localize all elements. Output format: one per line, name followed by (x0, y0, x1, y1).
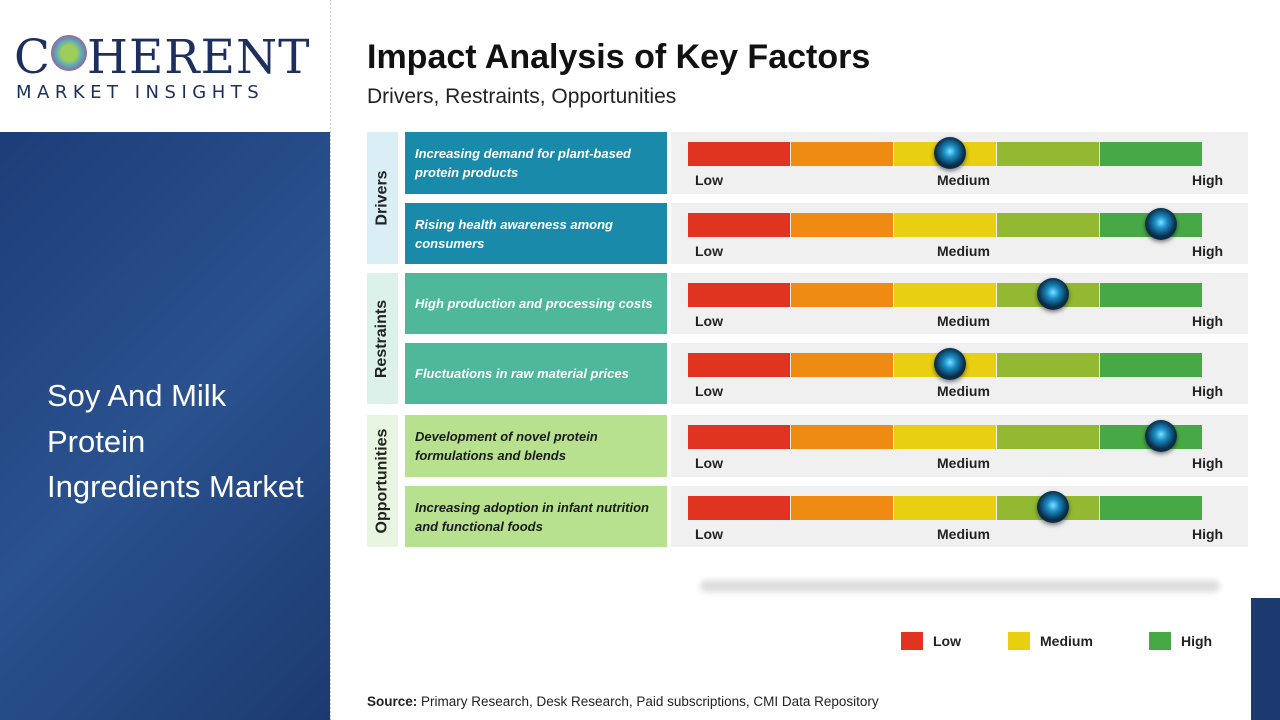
meter-segment (997, 353, 1099, 377)
impact-indicator-knob (1144, 420, 1177, 452)
scale-label-medium: Medium (937, 172, 990, 188)
decorative-shadow (700, 580, 1220, 592)
meter-segment (791, 496, 893, 520)
impact-indicator-knob (934, 348, 967, 380)
factor-label: Fluctuations in raw material prices (405, 343, 667, 404)
logo: C HERENT MARKET INSIGHTS (0, 0, 330, 132)
impact-meter: Low Medium High (671, 343, 1248, 404)
meter-segment (997, 142, 1099, 166)
legend-swatch-low (901, 632, 923, 650)
meter-segment (791, 425, 893, 449)
meter-segment (894, 283, 996, 307)
category-drivers: Drivers (367, 132, 398, 264)
category-label: Drivers (373, 170, 391, 226)
category-restraints: Restraints (367, 273, 398, 404)
scale-label-low: Low (695, 243, 723, 259)
logo-tagline: MARKET INSIGHTS (16, 82, 265, 103)
market-panel (0, 132, 330, 720)
meter-segment (997, 213, 1099, 237)
legend-label: High (1181, 633, 1213, 649)
meter-segment (791, 142, 893, 166)
meter-segment (688, 283, 790, 307)
factor-label: Increasing adoption in infant nutrition … (405, 486, 667, 547)
scale-label-medium: Medium (937, 383, 990, 399)
meter-segment (997, 425, 1099, 449)
scale-label-low: Low (695, 313, 723, 329)
meter-segment (688, 496, 790, 520)
impact-indicator-knob (1144, 208, 1177, 240)
impact-meter: Low Medium High (671, 273, 1248, 334)
impact-meter: Low Medium High (671, 486, 1248, 547)
legend-swatch-medium (1008, 632, 1030, 650)
meter-segment (791, 353, 893, 377)
scale-label-low: Low (695, 172, 723, 188)
scale-label-low: Low (695, 455, 723, 471)
source-label: Source: (367, 694, 418, 709)
logo-wordmark: C HERENT (14, 30, 311, 85)
legend-medium: Medium (1008, 632, 1093, 650)
factor-label: High production and processing costs (405, 273, 667, 334)
legend-low: Low (901, 632, 961, 650)
market-name: Soy And Milk Protein Ingredients Market (47, 378, 304, 504)
page-title: Impact Analysis of Key Factors (367, 38, 871, 76)
scale-label-medium: Medium (937, 455, 990, 471)
meter-segment (1100, 496, 1202, 520)
source-text: Primary Research, Desk Research, Paid su… (417, 694, 879, 709)
scale-label-high: High (1192, 313, 1224, 329)
globe-icon (50, 35, 87, 71)
meter-segment (688, 353, 790, 377)
scale-label-high: High (1192, 526, 1224, 542)
impact-indicator-knob (934, 137, 967, 169)
scale-label-high: High (1192, 172, 1224, 188)
legend-high: High (1149, 632, 1212, 650)
meter-segment (1100, 283, 1202, 307)
corner-accent (1251, 598, 1280, 720)
meter-segment (1100, 353, 1202, 377)
meter-segment (688, 213, 790, 237)
meter-segment (894, 213, 996, 237)
scale-label-high: High (1192, 243, 1224, 259)
scale-label-high: High (1192, 455, 1224, 471)
meter-segment (688, 142, 790, 166)
factor-label: Increasing demand for plant-based protei… (405, 132, 667, 194)
legend-label: Low (933, 633, 961, 649)
legend-label: Medium (1040, 633, 1093, 649)
scale-label-medium: Medium (937, 243, 990, 259)
factor-label: Development of novel protein formulation… (405, 415, 667, 477)
meter-segment (894, 425, 996, 449)
impact-meter: Low Medium High (671, 132, 1248, 194)
impact-indicator-knob (1036, 491, 1069, 523)
meter-segment (894, 496, 996, 520)
meter-segment (791, 283, 893, 307)
scale-label-low: Low (695, 526, 723, 542)
page-subtitle: Drivers, Restraints, Opportunities (367, 85, 677, 108)
category-opportunities: Opportunities (367, 415, 398, 547)
scale-label-medium: Medium (937, 526, 990, 542)
scale-label-high: High (1192, 383, 1224, 399)
impact-indicator-knob (1036, 278, 1069, 310)
scale-label-medium: Medium (937, 313, 990, 329)
scale-label-low: Low (695, 383, 723, 399)
meter-segment (688, 425, 790, 449)
factor-label: Rising health awareness among consumers (405, 203, 667, 264)
impact-meter: Low Medium High (671, 203, 1248, 264)
impact-meter: Low Medium High (671, 415, 1248, 477)
meter-segment (791, 213, 893, 237)
category-label: Restraints (373, 299, 391, 378)
source-note: Source: Primary Research, Desk Research,… (367, 694, 879, 709)
category-label: Opportunities (373, 428, 391, 534)
left-panel: C HERENT MARKET INSIGHTS Soy And Milk Pro… (0, 0, 331, 720)
legend-swatch-high (1149, 632, 1171, 650)
meter-segment (1100, 142, 1202, 166)
